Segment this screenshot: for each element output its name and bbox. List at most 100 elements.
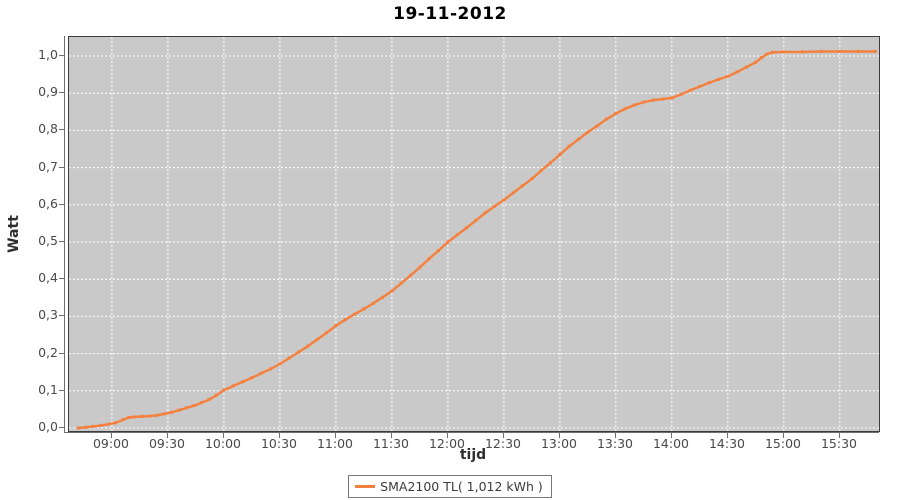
data-point-marker [446, 240, 450, 244]
data-point-marker [297, 350, 301, 354]
data-point-marker [170, 410, 174, 414]
data-point-marker [114, 421, 118, 425]
data-point-marker [177, 408, 181, 412]
data-point-marker [381, 295, 384, 299]
y-tick-label: 0,6 [38, 196, 58, 211]
series-line-chart [69, 37, 879, 431]
data-point-marker [726, 74, 730, 78]
data-point-marker [873, 49, 877, 53]
y-tick-label: 0,5 [38, 233, 58, 248]
x-tick-label: 09:30 [148, 436, 186, 451]
data-point-marker [474, 218, 478, 222]
x-tick-mark [223, 432, 224, 438]
data-point-marker [390, 289, 394, 293]
data-point-marker [819, 49, 823, 53]
x-tick-label: 10:30 [260, 436, 298, 451]
x-tick-label: 14:30 [708, 436, 746, 451]
x-tick-label: 11:00 [316, 436, 354, 451]
y-tick-label: 0,0 [38, 419, 58, 434]
y-tick-mark [59, 204, 65, 205]
data-point-marker [586, 130, 590, 134]
x-tick-label: 10:00 [204, 436, 242, 451]
data-point-marker [162, 412, 166, 416]
data-point-marker [765, 52, 769, 56]
data-point-marker [633, 103, 636, 107]
data-point-marker [84, 425, 88, 429]
x-tick-mark [671, 432, 672, 438]
data-point-marker [231, 384, 235, 388]
x-tick-mark [279, 432, 280, 438]
data-point-marker [269, 367, 273, 371]
data-point-marker [362, 307, 366, 311]
data-point-marker [185, 406, 189, 410]
x-tick-mark [783, 432, 784, 438]
data-point-marker [241, 380, 245, 384]
data-point-marker [511, 191, 515, 195]
data-point-marker [661, 97, 664, 101]
y-tick-label: 0,2 [38, 345, 58, 360]
data-point-marker [76, 426, 80, 430]
y-tick-mark [59, 92, 65, 93]
data-point-marker [614, 112, 618, 115]
x-tick-label: 12:30 [484, 436, 522, 451]
y-tick-label: 0,9 [38, 84, 58, 99]
y-tick-label: 0,7 [38, 159, 58, 174]
data-point-marker [530, 177, 534, 181]
data-point-marker [623, 107, 627, 111]
x-tick-label: 13:30 [596, 436, 634, 451]
y-tick-mark [59, 278, 65, 279]
data-point-marker [759, 56, 763, 60]
data-point-marker [745, 65, 748, 69]
data-point-marker [465, 226, 468, 230]
data-point-marker [315, 337, 319, 341]
data-point-marker [735, 70, 739, 74]
data-point-marker [558, 153, 562, 156]
data-point-marker [399, 281, 403, 285]
chart-title: 19-11-2012 [393, 4, 507, 24]
data-point-marker [642, 100, 646, 104]
data-point-marker [595, 124, 599, 128]
x-tick-mark [559, 432, 560, 438]
y-axis-line [64, 36, 65, 433]
data-point-marker [409, 273, 412, 277]
x-tick-mark [503, 432, 504, 438]
y-tick-label: 0,4 [38, 270, 58, 285]
x-tick-label: 14:00 [652, 436, 690, 451]
data-point-marker [539, 169, 543, 172]
data-point-marker [287, 356, 291, 360]
data-point-marker [437, 249, 440, 252]
data-point-marker [577, 137, 580, 141]
data-point-marker [306, 344, 310, 348]
x-tick-label: 15:30 [820, 436, 858, 451]
data-point-marker [250, 376, 254, 380]
data-point-marker [343, 318, 347, 322]
y-tick-mark [59, 315, 65, 316]
data-point-marker [192, 404, 196, 408]
data-point-marker [222, 388, 226, 392]
data-point-marker [132, 415, 136, 419]
y-tick-label: 1,0 [38, 47, 58, 62]
data-point-marker [754, 60, 758, 64]
data-point-marker [698, 84, 702, 88]
x-tick-mark [447, 432, 448, 438]
x-axis-line [64, 432, 879, 433]
data-point-marker [605, 117, 608, 121]
series-line-swatch-icon [355, 485, 376, 488]
data-point-marker [679, 92, 683, 96]
y-tick-mark [59, 353, 65, 354]
data-point-marker [418, 265, 422, 269]
data-point-marker [651, 98, 655, 102]
data-point-marker [91, 424, 95, 428]
x-tick-mark [167, 432, 168, 438]
data-point-marker [549, 161, 552, 165]
data-point-marker [689, 88, 692, 92]
x-tick-label: 11:30 [372, 436, 410, 451]
legend-label: SMA2100 TL( 1,012 kWh ) [380, 479, 543, 494]
data-point-marker [371, 301, 375, 305]
x-tick-label: 15:00 [764, 436, 802, 451]
series-line [77, 50, 877, 430]
y-tick-mark [59, 129, 65, 130]
data-point-marker [106, 422, 110, 426]
data-point-marker [502, 198, 506, 202]
